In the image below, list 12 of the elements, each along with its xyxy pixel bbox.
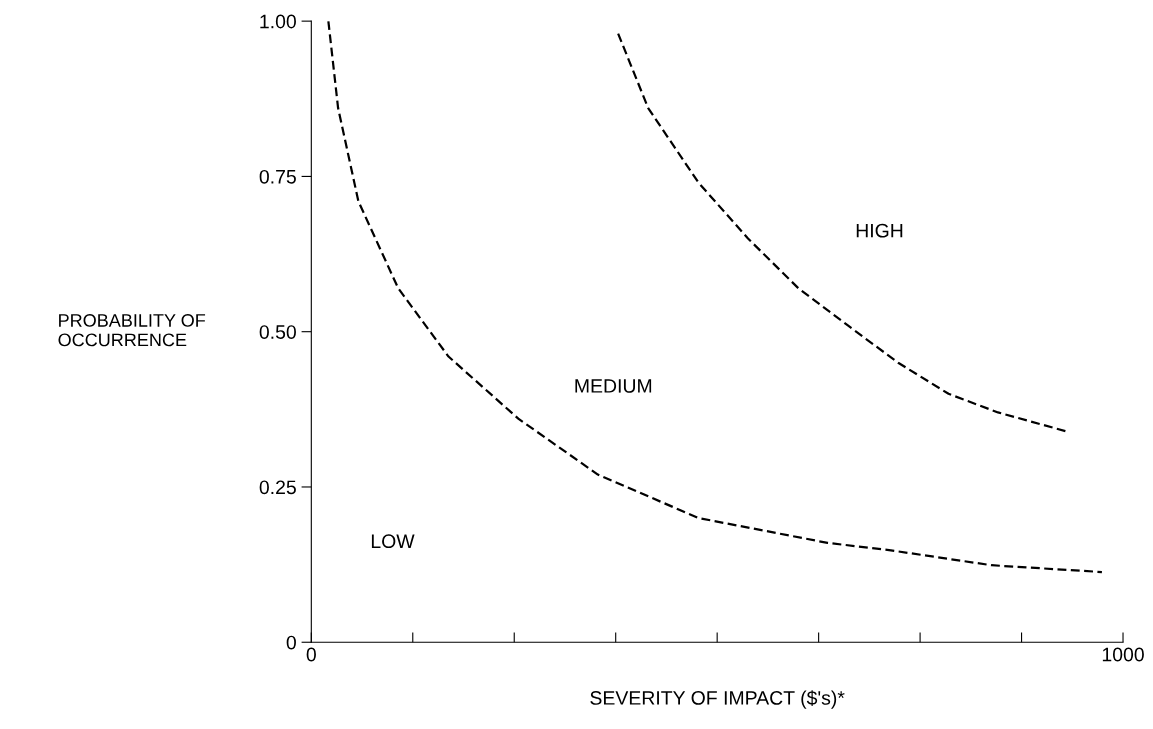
y-tick-label: 1.00 bbox=[260, 14, 296, 29]
x-axis-title: SEVERITY OF IMPACT ($'s)* bbox=[590, 690, 845, 709]
y-tick-label: 0.50 bbox=[259, 325, 296, 339]
annotation: HIGH bbox=[856, 223, 903, 238]
x-tick-label: 1000 bbox=[1102, 647, 1144, 662]
y-axis-title: PROBABILITY OF OCCURRENCE bbox=[58, 314, 206, 347]
y-tick-label: 0.75 bbox=[259, 169, 296, 184]
annotation: MEDIUM bbox=[575, 379, 652, 393]
y-tick-label: 0 bbox=[286, 635, 296, 650]
annotation: LOW bbox=[371, 534, 415, 549]
line-series bbox=[327, 21, 1104, 574]
y-tick-label: 0.25 bbox=[259, 480, 296, 495]
